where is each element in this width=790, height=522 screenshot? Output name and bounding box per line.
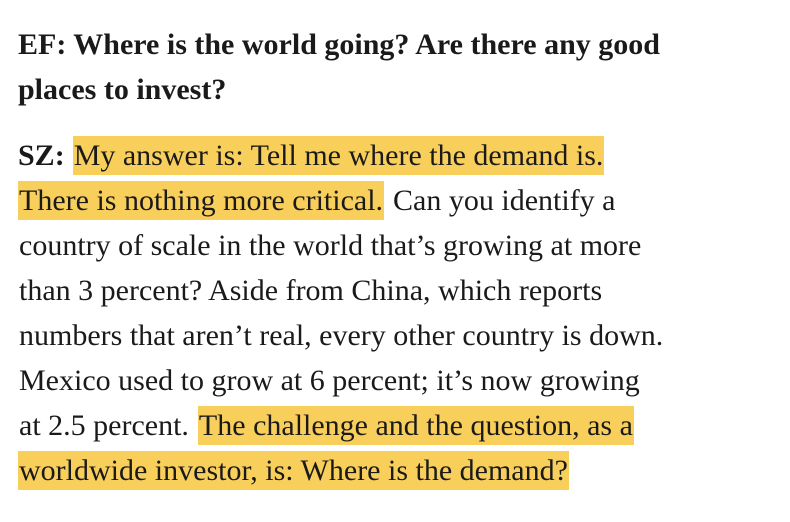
answer-line: numbers that aren’t real, every other co… <box>18 313 664 358</box>
answer-text: than 3 percent? Aside from China, which … <box>19 274 603 307</box>
answer-text: Can you identify a <box>393 184 616 217</box>
answer-line: SZ: My answer is: Tell me where the deman… <box>18 133 605 178</box>
highlighted-text: There is nothing more critical. <box>18 181 385 220</box>
question-line: EF: Where is the world going? Are there … <box>18 28 660 61</box>
answer-text: at 2.5 percent. <box>19 409 189 442</box>
answer-line: There is nothing more critical. Can you i… <box>18 178 617 223</box>
speaker: SZ: <box>18 139 65 172</box>
answer-line: than 3 percent? Aside from China, which … <box>18 268 603 313</box>
question-line: places to invest? <box>18 73 227 106</box>
answer-text: numbers that aren’t real, every other co… <box>19 319 664 352</box>
highlighted-text: My answer is: Tell me where the demand i… <box>72 136 605 175</box>
answer-line: worldwide investor, is: Where is the dem… <box>18 448 569 493</box>
highlighted-text: The challenge and the question, as a <box>197 406 634 445</box>
answer-line: country of scale in the world that’s gro… <box>18 223 642 268</box>
answer-line: Mexico used to grow at 6 percent; it’s n… <box>18 358 641 403</box>
answer-text: Mexico used to grow at 6 percent; it’s n… <box>19 364 640 397</box>
highlighted-text: worldwide investor, is: Where is the dem… <box>18 451 569 490</box>
answer-text: country of scale in the world that’s gro… <box>19 229 642 262</box>
answer-line: at 2.5 percent. The challenge and the que… <box>18 403 634 448</box>
